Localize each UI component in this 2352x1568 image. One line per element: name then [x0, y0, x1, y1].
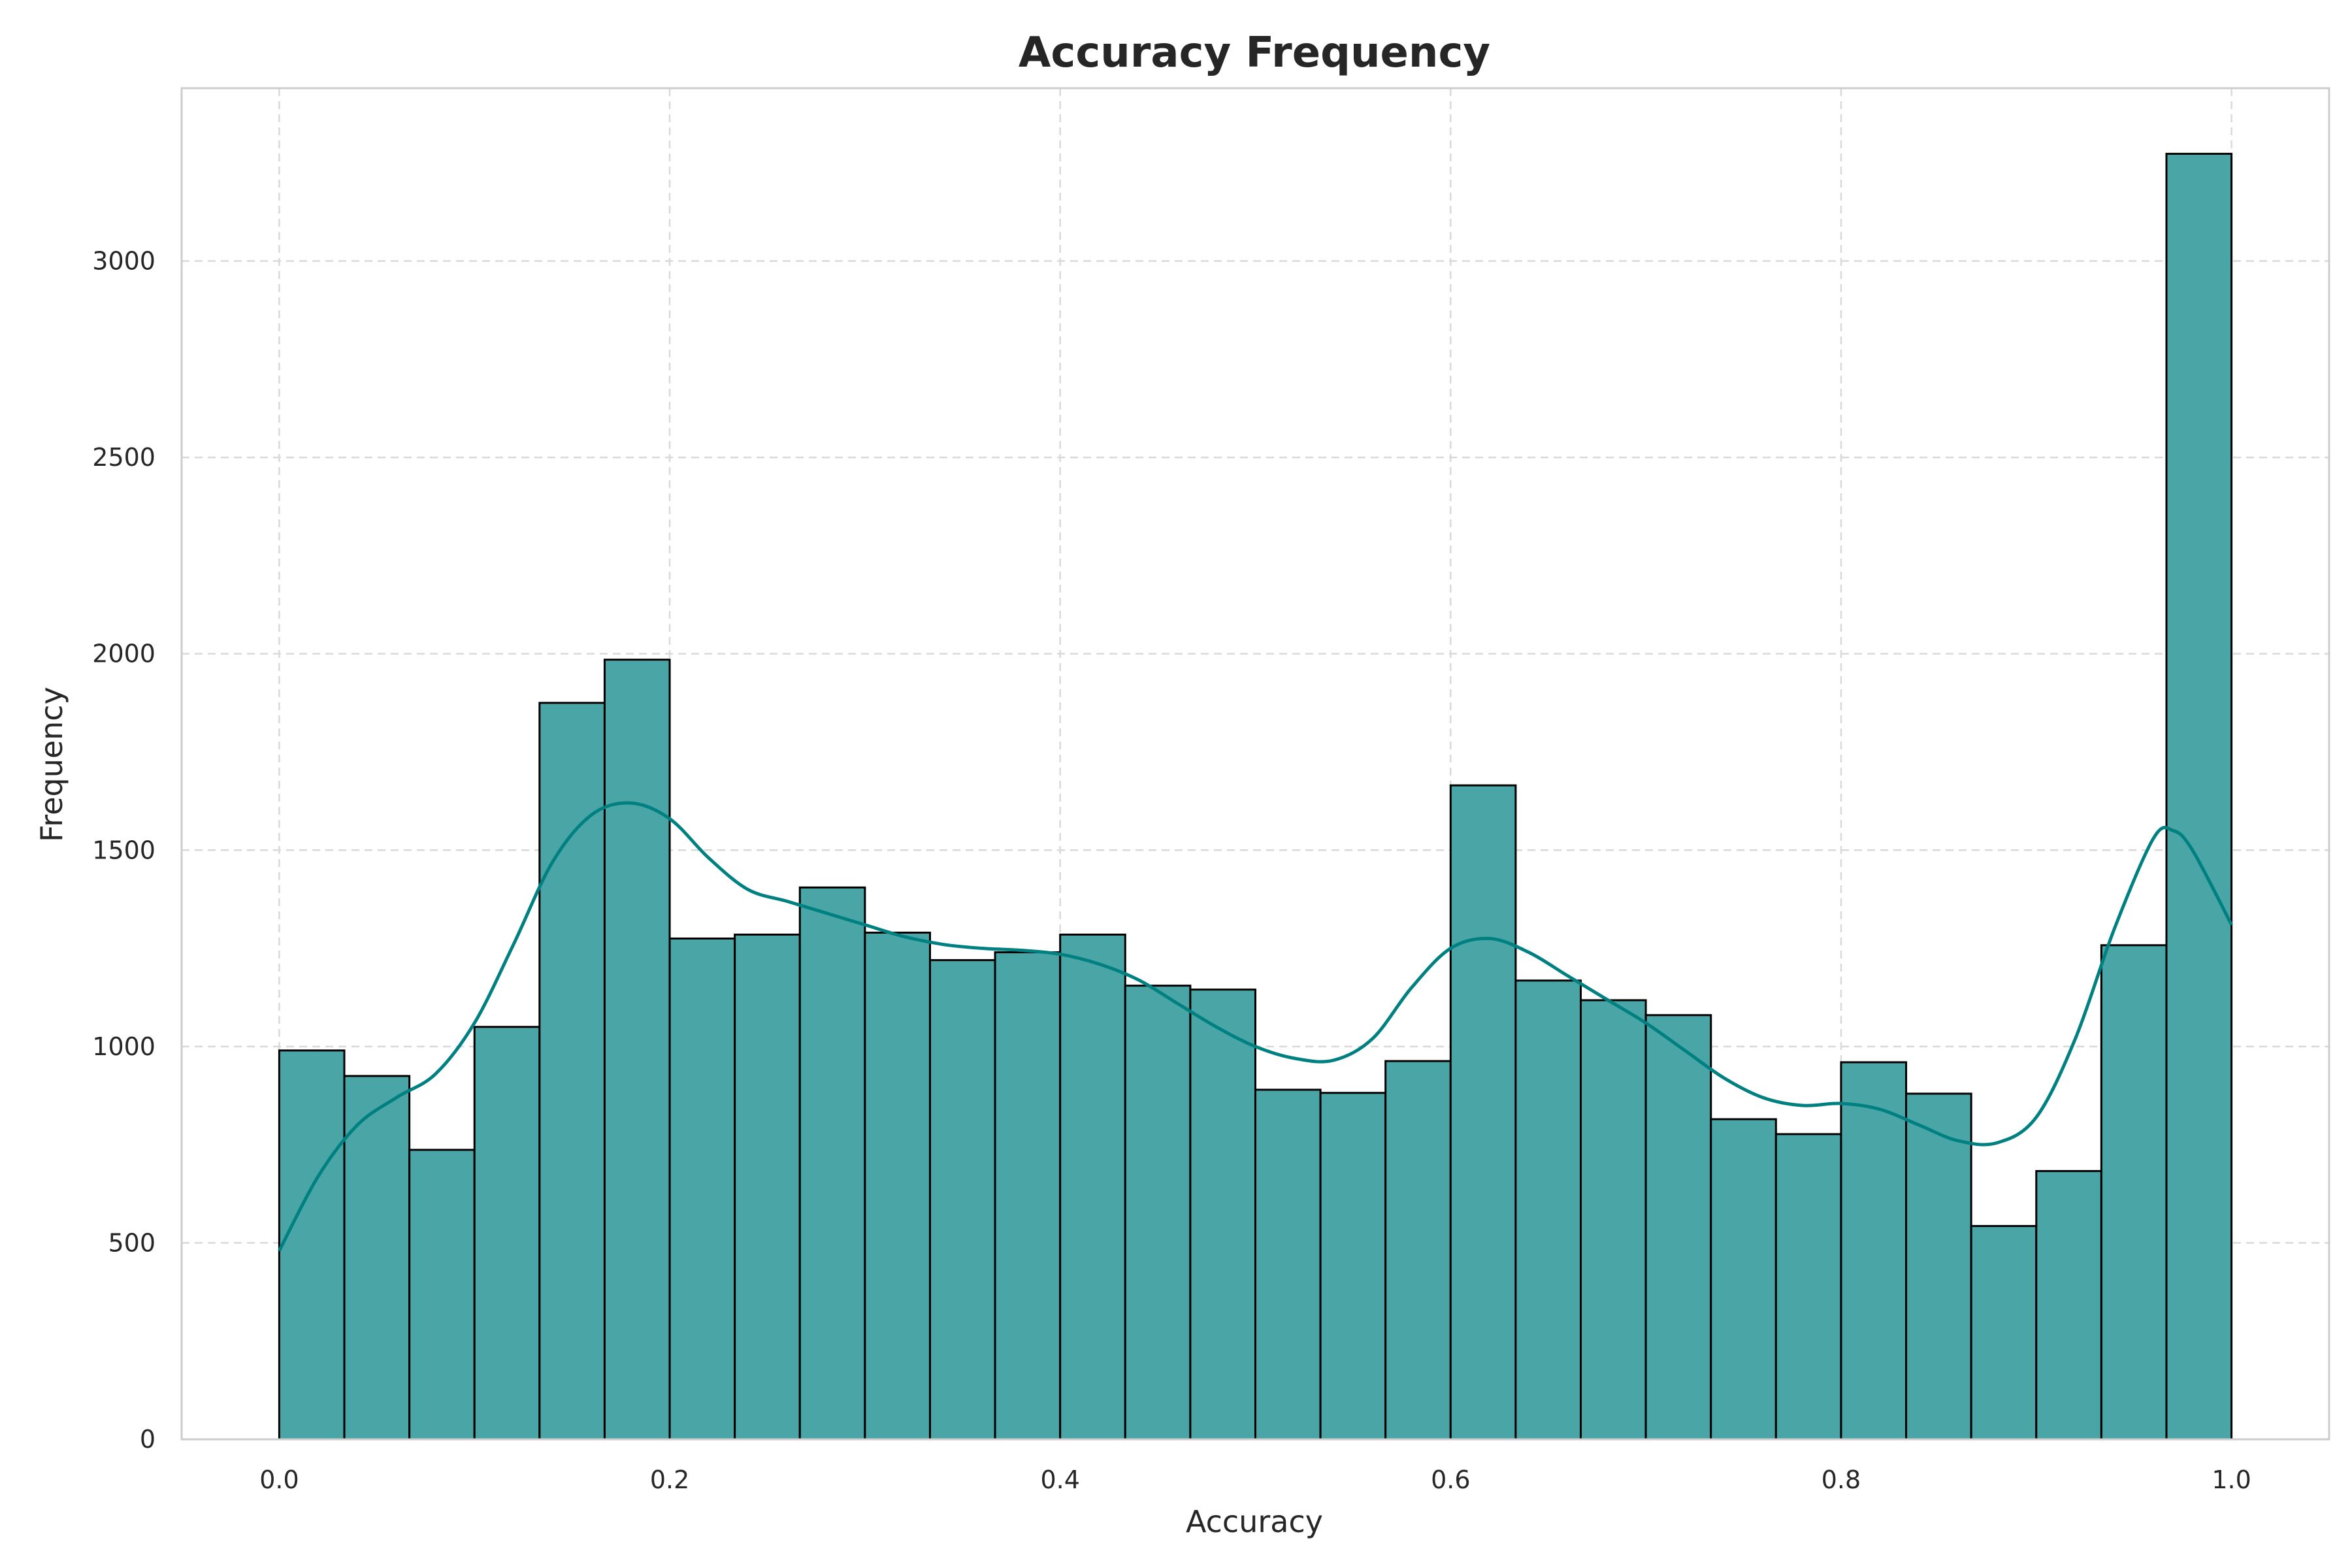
histogram-bar	[1449, 784, 1517, 1441]
histogram-bar	[864, 932, 931, 1441]
histogram-bar	[2100, 944, 2168, 1441]
histogram-bar	[1319, 1092, 1387, 1441]
y-tick-label: 500	[108, 1228, 155, 1257]
histogram-bar	[1254, 1088, 1322, 1441]
histogram-bar	[928, 959, 996, 1441]
kde-curve-layer	[278, 801, 2233, 1252]
histogram-bar	[668, 938, 736, 1441]
histogram-bar	[343, 1075, 411, 1441]
histogram-bar	[1774, 1133, 1842, 1441]
histogram-bar	[1124, 985, 1192, 1441]
histogram-bar	[1059, 934, 1126, 1441]
kde-curve	[278, 801, 2233, 1252]
x-tick-labels: 0.0 0.2 0.4 0.6 0.8 1.0	[259, 1465, 2251, 1494]
histogram-bar	[1189, 988, 1256, 1441]
y-tick-label: 3000	[92, 247, 155, 276]
histogram-bar	[1905, 1092, 1972, 1441]
y-tick-label: 0	[140, 1425, 155, 1454]
histogram-bar	[994, 951, 1062, 1441]
histogram-bar	[2165, 152, 2233, 1441]
histogram-bar	[734, 934, 801, 1441]
y-axis-label: Frequency	[34, 687, 69, 842]
histogram-bar	[798, 886, 866, 1441]
histogram-bar	[2035, 1169, 2102, 1441]
chart-title: Accuracy Frequency	[1019, 29, 1490, 77]
x-tick-label: 0.6	[1431, 1465, 1470, 1494]
y-tick-label: 2000	[92, 640, 155, 668]
histogram-bars	[278, 152, 2233, 1441]
histogram-bar	[603, 659, 671, 1441]
x-tick-label: 0.2	[650, 1465, 689, 1494]
x-tick-label: 0.8	[1821, 1465, 1861, 1494]
x-tick-label: 0.4	[1040, 1465, 1079, 1494]
histogram-bar	[408, 1149, 476, 1441]
y-tick-labels: 0 500 1000 1500 2000 2500 3000	[92, 247, 155, 1454]
histogram-bar	[1384, 1060, 1452, 1441]
y-tick-label: 2500	[92, 443, 155, 472]
histogram-bar	[473, 1026, 541, 1441]
y-tick-label: 1500	[92, 836, 155, 864]
x-tick-label: 1.0	[2212, 1465, 2251, 1494]
x-axis-label: Accuracy	[1186, 1504, 1323, 1539]
plot-frame	[180, 87, 2330, 1441]
histogram-bar	[1580, 999, 1647, 1441]
y-tick-label: 1000	[92, 1032, 155, 1061]
histogram-bar	[278, 1049, 346, 1441]
histogram-bar	[1840, 1061, 1908, 1441]
x-tick-label: 0.0	[259, 1465, 299, 1494]
histogram-bar	[1970, 1225, 2038, 1441]
histogram-bar	[1514, 979, 1582, 1441]
histogram-bar	[1644, 1014, 1712, 1441]
histogram-bar	[1710, 1118, 1777, 1441]
